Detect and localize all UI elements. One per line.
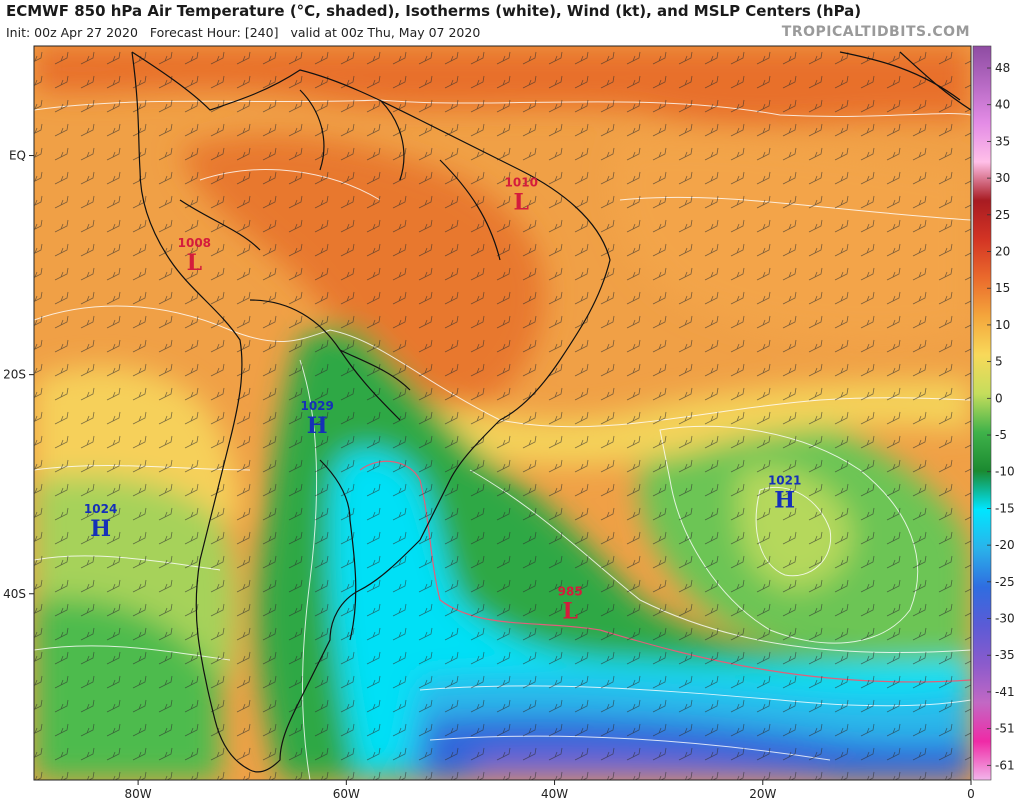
run-info: Init: 00z Apr 27 2020 Forecast Hour: [240… bbox=[6, 25, 480, 40]
colorbar-label: -25 bbox=[995, 575, 1015, 589]
colorbar-label: -35 bbox=[995, 648, 1015, 662]
colorbar-label: -41 bbox=[995, 685, 1015, 699]
pressure-letter: H bbox=[307, 413, 328, 439]
lon-tick-label: 80W bbox=[125, 787, 152, 800]
map-frame bbox=[33, 45, 972, 781]
pressure-letter: H bbox=[90, 516, 111, 542]
colorbar-label: -30 bbox=[995, 612, 1015, 626]
colorbar-label: 40 bbox=[995, 98, 1010, 112]
colorbar-label: 20 bbox=[995, 245, 1010, 259]
lat-tick-label: 20S bbox=[3, 368, 26, 382]
colorbar-label: 5 bbox=[995, 355, 1003, 369]
lon-tick-label: 0 bbox=[967, 787, 975, 800]
colorbar-label: -10 bbox=[995, 465, 1015, 479]
colorbar-label: 35 bbox=[995, 134, 1010, 148]
coastline bbox=[131, 51, 971, 773]
pressure-value: 1021 bbox=[768, 474, 801, 488]
longitude-axis: 80W 60W 40W 20W 0 bbox=[125, 780, 975, 800]
colorbar-label: 30 bbox=[995, 171, 1010, 185]
pressure-value: 985 bbox=[558, 584, 583, 598]
map-title: ECMWF 850 hPa Air Temperature (°C, shade… bbox=[6, 2, 862, 20]
colorbar-label: 25 bbox=[995, 208, 1010, 222]
lat-tick-label: EQ bbox=[9, 149, 26, 163]
pressure-letter: L bbox=[187, 250, 202, 276]
forecast-hour: Forecast Hour: [240] bbox=[149, 25, 279, 40]
lon-tick-label: 60W bbox=[333, 787, 360, 800]
latitude-axis: EQ 20S 40S bbox=[3, 149, 34, 601]
colorbar-label: 48 bbox=[995, 61, 1010, 75]
colorbar: 48 40 35 30 25 20 15 10 5 0 -5 -10 -15 -20 -25 -30 -35 -4… bbox=[972, 45, 1015, 781]
colorbar-label: -51 bbox=[995, 722, 1015, 736]
colorbar-label: -15 bbox=[995, 501, 1015, 515]
pressure-value: 1010 bbox=[505, 176, 538, 190]
lat-tick-label: 40S bbox=[3, 587, 26, 601]
pressure-value: 1008 bbox=[178, 236, 211, 250]
pressure-letter: L bbox=[514, 190, 529, 216]
colorbar-label: 15 bbox=[995, 281, 1010, 295]
init-time: Init: 00z Apr 27 2020 bbox=[6, 25, 138, 40]
colorbar-label: 0 bbox=[995, 391, 1003, 405]
wind-barbs bbox=[34, 46, 971, 780]
lon-tick-label: 20W bbox=[749, 787, 776, 800]
colorbar-label: 10 bbox=[995, 318, 1010, 332]
valid-time: valid at 00z Thu, May 07 2020 bbox=[290, 25, 481, 40]
pressure-value: 1029 bbox=[300, 399, 333, 413]
colorbar-gradient bbox=[972, 45, 992, 781]
colorbar-label: -5 bbox=[995, 428, 1007, 442]
colorbar-label: -61 bbox=[995, 758, 1015, 772]
map-area bbox=[34, 46, 971, 780]
brand-watermark: TROPICALTIDBITS.COM bbox=[781, 24, 970, 40]
pressure-letter: H bbox=[774, 488, 795, 514]
colorbar-label: -20 bbox=[995, 538, 1015, 552]
lon-tick-label: 40W bbox=[541, 787, 568, 800]
pressure-letter: L bbox=[562, 598, 577, 624]
pressure-value: 1024 bbox=[84, 502, 117, 516]
